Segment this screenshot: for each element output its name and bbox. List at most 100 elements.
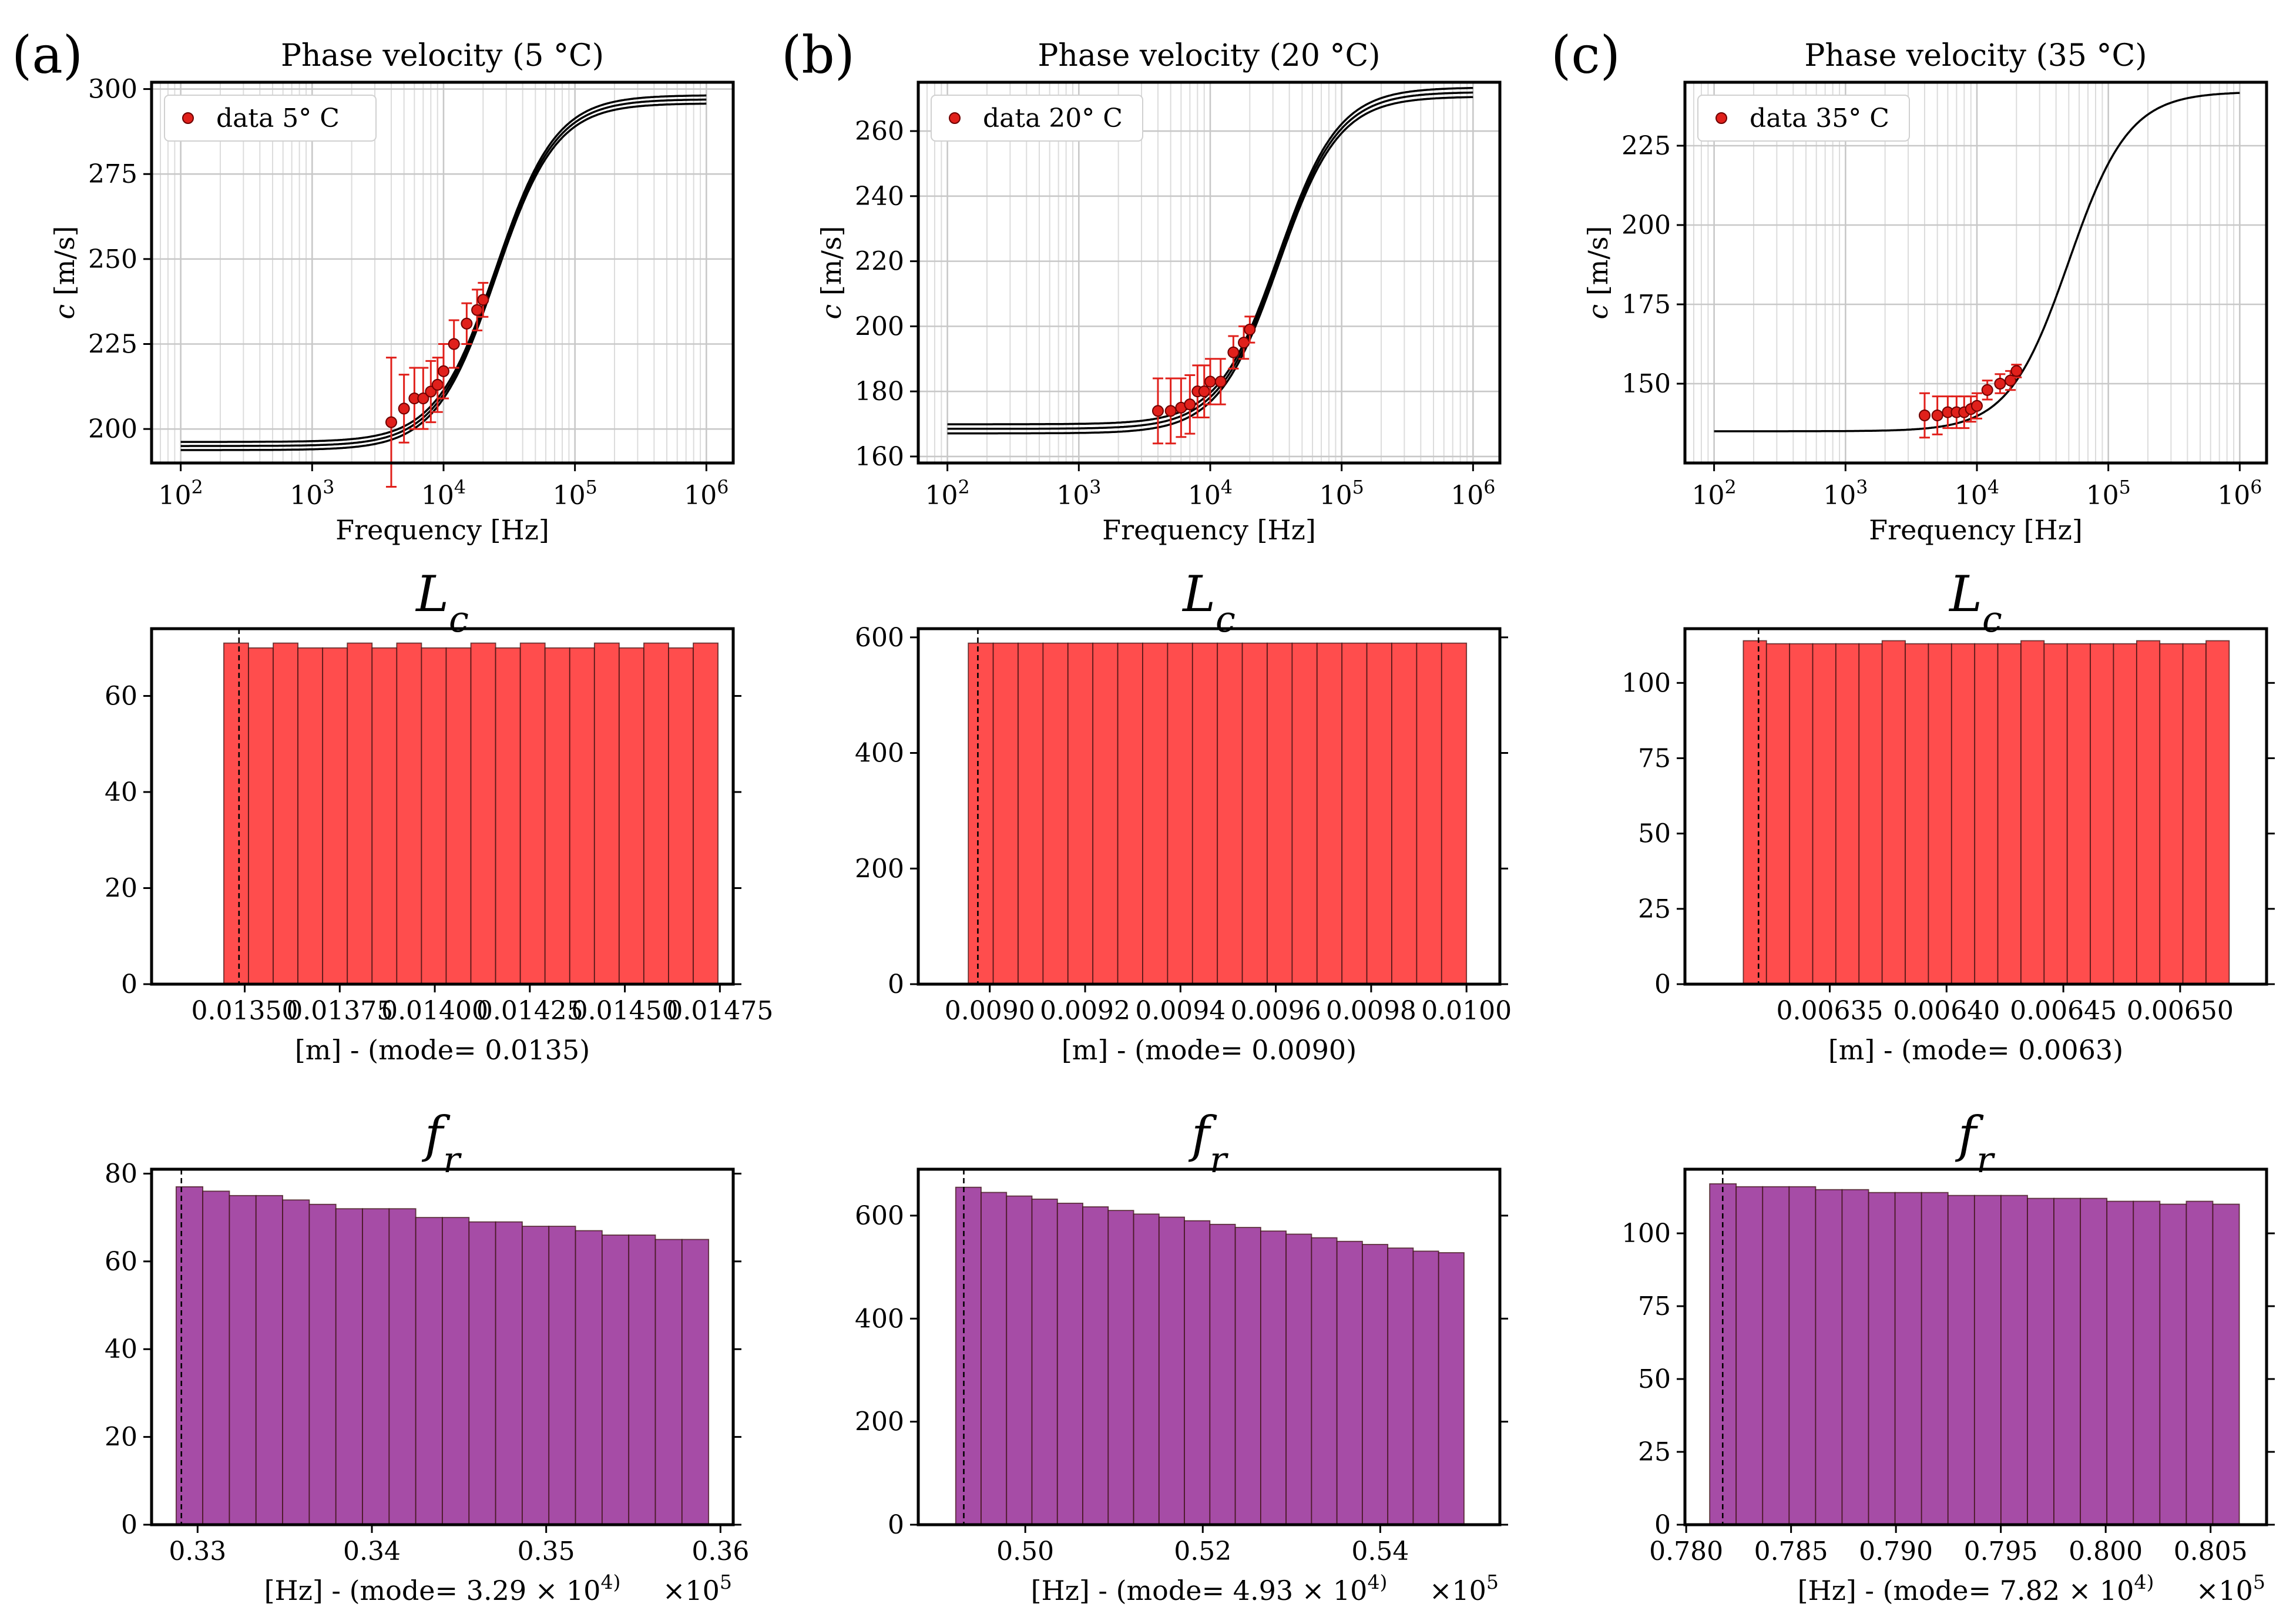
data-point (1981, 384, 1993, 396)
y-tick-label: 240 (855, 182, 904, 212)
histogram-bar (255, 1194, 283, 1525)
histogram-bar (1260, 1230, 1287, 1525)
histogram-bar (421, 647, 447, 985)
histogram-bar (202, 1190, 230, 1525)
histogram-bar (1815, 1189, 1843, 1525)
data-point (2010, 365, 2023, 377)
x-tick-label: 103 (1056, 477, 1101, 511)
histogram-bar (1438, 1252, 1465, 1525)
chart-title: Phase velocity (20 °C) (1038, 38, 1380, 73)
histogram-bar (1762, 1186, 1790, 1525)
axes-frame (916, 1167, 1502, 1526)
histogram-bar (1905, 643, 1929, 985)
histogram-bar (1735, 1186, 1764, 1525)
x-tick-label: 0.805 (2174, 1536, 2248, 1566)
data-point (1204, 375, 1216, 388)
y-tick-label: 20 (105, 1422, 137, 1452)
x-tick-label: 0.795 (1964, 1536, 2038, 1566)
histogram-bar (1107, 1210, 1134, 1525)
data-point (431, 378, 444, 391)
histogram-bar (2106, 1200, 2134, 1525)
histogram-bar (1894, 1192, 1922, 1525)
histogram-bar (992, 642, 1019, 985)
histogram-bar (1082, 1206, 1109, 1525)
histogram-bar (575, 1230, 603, 1525)
histogram-bar (1133, 1213, 1160, 1525)
histogram-bar (1336, 1240, 1363, 1525)
x-tick-label: 0.785 (1754, 1536, 1828, 1566)
histogram-bar (1441, 642, 1468, 985)
legend-label: data 35° C (1750, 103, 1889, 133)
x-tick-label: 0.0092 (1040, 996, 1130, 1026)
histogram-bar (468, 1221, 496, 1525)
y-tick-label: 25 (1638, 1437, 1671, 1467)
chart-title: Phase velocity (35 °C) (1804, 38, 2147, 73)
histogram-bar (1858, 643, 1883, 985)
x-axis-label: [Hz] - (mode= 4.93 × 104) (1031, 1571, 1388, 1607)
x-tick-label: 0.36 (691, 1536, 749, 1566)
y-tick-label: 225 (1621, 131, 1671, 161)
legend-box (1697, 95, 1910, 142)
histogram-bar (2159, 643, 2184, 985)
histogram-bar (2080, 1197, 2108, 1525)
histogram-bar (654, 1239, 683, 1525)
histogram-bar (1031, 1198, 1058, 1525)
histogram-bar (308, 1203, 337, 1525)
axes-frame (1683, 1167, 2268, 1526)
histogram-bar (1997, 643, 2022, 985)
data-point (1918, 410, 1931, 421)
histogram-bar (602, 1234, 630, 1525)
histogram-bar (519, 642, 546, 985)
bars (955, 1186, 1465, 1525)
histogram-bar (1341, 642, 1368, 985)
histogram-bar (2020, 640, 2045, 985)
x-tick-label: 103 (290, 477, 334, 511)
offset-label: ×105 (1429, 1571, 1499, 1607)
y-tick-label: 0 (888, 969, 904, 999)
chart-4: 0.013500.013750.014000.014250.014500.014… (105, 565, 773, 1066)
histogram-bar (2090, 643, 2114, 985)
x-tick-label: 105 (2086, 477, 2131, 511)
x-tick-label: 0.00640 (1893, 996, 2000, 1026)
histogram-bar (445, 647, 472, 985)
histogram-bar (2043, 643, 2068, 985)
chart-title: Lc (415, 565, 469, 640)
histogram-bar (2136, 640, 2161, 985)
histogram-bar (618, 647, 644, 985)
histogram-bar (1391, 642, 1418, 985)
chart-2: data 20° C 102 103 104 105 106 160 180 200 220 240… (815, 38, 1502, 546)
x-axis-label: [m] - (mode= 0.0090) (1062, 1034, 1357, 1066)
histogram-bar (2133, 1200, 2161, 1525)
histogram-bar (2182, 643, 2207, 985)
x-tick-label: 0.780 (1649, 1536, 1723, 1566)
y-tick-label: 100 (1621, 668, 1671, 698)
data-point (477, 294, 489, 306)
legend: data 20° C (931, 95, 1143, 142)
x-tick-label: 0.01400 (381, 996, 488, 1026)
bars (1709, 1183, 2240, 1525)
data-point (1151, 405, 1164, 417)
y-axis-label: c [m/s] (1582, 226, 1614, 319)
y-axis-label: c [m/s] (815, 226, 847, 319)
y-tick-label: 200 (1621, 210, 1671, 240)
x-tick-label: 106 (1451, 477, 1495, 511)
histogram-bar (396, 642, 422, 985)
y-tick-label: 75 (1638, 1291, 1671, 1321)
histogram-bar (495, 647, 521, 985)
bars (1743, 640, 2230, 985)
x-axis-label: Frequency [Hz] (1102, 514, 1316, 546)
data-point (471, 304, 484, 316)
histogram-bar (229, 1194, 257, 1525)
histogram-bar (1142, 642, 1169, 985)
histogram-bar (1841, 1189, 1869, 1525)
bars (175, 1186, 710, 1525)
x-tick-label: 104 (1188, 477, 1233, 511)
x-tick-label: 0.52 (1174, 1536, 1231, 1566)
legend-box (164, 95, 377, 142)
y-tick-label: 60 (105, 681, 137, 711)
legend-box (931, 95, 1143, 142)
data-point (398, 402, 410, 415)
histogram-bar (1316, 642, 1343, 985)
y-tick-label: 25 (1638, 894, 1671, 924)
